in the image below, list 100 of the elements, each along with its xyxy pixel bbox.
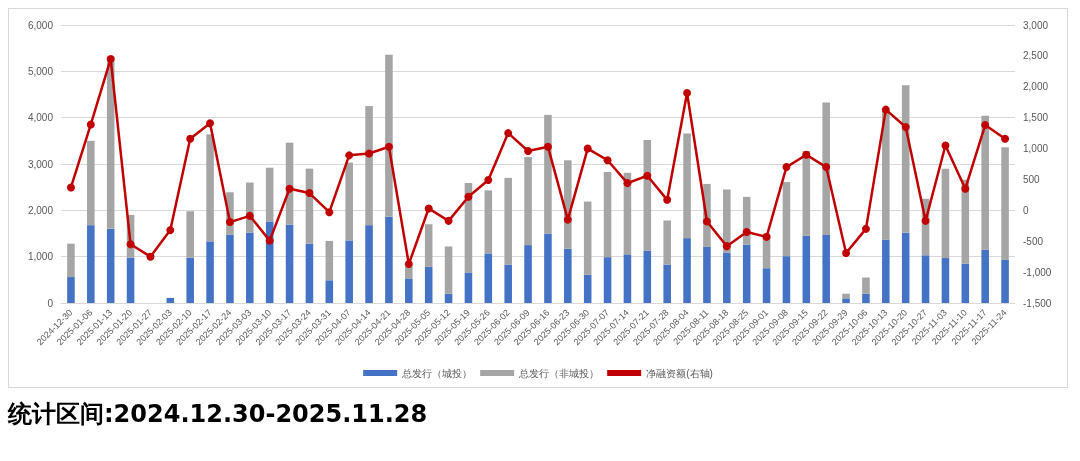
point xyxy=(504,129,513,138)
bar xyxy=(186,257,194,303)
bar xyxy=(166,297,175,303)
point xyxy=(623,179,632,188)
bar xyxy=(623,254,632,303)
point xyxy=(901,122,910,131)
bar xyxy=(365,106,373,226)
bar xyxy=(524,157,532,246)
legend-label: 总发行（城投） xyxy=(401,367,473,379)
bar xyxy=(305,243,314,303)
point xyxy=(822,163,831,172)
point xyxy=(782,163,791,172)
y-tick-label: 1,000 xyxy=(27,251,54,263)
bar xyxy=(385,54,393,217)
bar xyxy=(882,110,890,240)
bar xyxy=(603,257,612,303)
bar xyxy=(564,248,572,303)
point xyxy=(842,248,851,257)
y2-tick-label: 1,000 xyxy=(1023,143,1049,155)
y2-tick-label: -500 xyxy=(1023,235,1044,247)
bar xyxy=(643,250,652,303)
bar xyxy=(901,85,910,233)
point xyxy=(1001,134,1010,143)
bar xyxy=(941,258,950,303)
bar xyxy=(325,280,334,303)
bar xyxy=(544,233,552,303)
point xyxy=(921,216,930,225)
bar xyxy=(524,245,532,303)
bar xyxy=(663,220,671,265)
point xyxy=(484,176,493,185)
bar xyxy=(921,255,930,303)
point xyxy=(643,171,652,180)
y2-tick-label: 3,000 xyxy=(1023,19,1049,31)
bar xyxy=(583,274,592,303)
bar xyxy=(822,102,830,235)
bar xyxy=(504,177,512,265)
bar xyxy=(762,268,771,303)
point xyxy=(524,147,533,156)
bar xyxy=(405,278,413,303)
bar xyxy=(206,134,214,242)
point xyxy=(384,142,393,151)
bar xyxy=(862,293,870,303)
legend-label: 净融资额(右轴) xyxy=(646,367,713,379)
point xyxy=(444,216,453,225)
bar xyxy=(345,162,353,241)
y2-tick-label: 1,500 xyxy=(1023,112,1049,124)
point xyxy=(365,149,374,158)
bar xyxy=(265,167,274,222)
bar xyxy=(484,253,493,303)
bar xyxy=(862,277,870,294)
bar xyxy=(424,224,433,267)
bar xyxy=(802,235,811,303)
point xyxy=(762,232,771,241)
point xyxy=(206,119,215,128)
bar xyxy=(603,171,612,258)
bar xyxy=(583,201,592,275)
bar xyxy=(901,232,910,303)
bar xyxy=(782,182,791,257)
point xyxy=(404,260,413,269)
point xyxy=(126,240,135,249)
bar xyxy=(106,228,115,303)
point xyxy=(603,156,612,165)
y2-tick-label: 500 xyxy=(1023,173,1041,185)
bar xyxy=(882,239,890,303)
y2-tick-label: 0 xyxy=(1023,204,1029,216)
bar xyxy=(325,240,334,281)
bar xyxy=(385,216,393,303)
point xyxy=(305,189,314,198)
bar xyxy=(365,225,373,303)
bar xyxy=(842,293,850,299)
point xyxy=(225,218,234,227)
bar xyxy=(742,244,751,303)
y2-tick-label: 2,000 xyxy=(1023,81,1049,93)
point xyxy=(166,226,175,235)
point xyxy=(583,144,592,153)
bar xyxy=(981,115,989,250)
bar xyxy=(1001,259,1009,303)
y-tick-label: 5,000 xyxy=(27,65,54,77)
point xyxy=(66,183,75,192)
point xyxy=(961,184,970,193)
bar xyxy=(226,234,234,303)
bar xyxy=(723,252,731,303)
bar xyxy=(126,257,135,303)
text: 统计区间:2024.12.30-2025.11.28 xyxy=(8,399,429,430)
bar xyxy=(683,238,691,303)
point xyxy=(146,252,155,261)
bar xyxy=(246,232,254,303)
point xyxy=(325,208,334,217)
bar xyxy=(67,277,75,303)
bar xyxy=(643,139,652,251)
y-tick-label: 6,000 xyxy=(27,19,54,31)
bar xyxy=(87,225,95,303)
y2-tick-label: -1,500 xyxy=(1023,297,1052,309)
bar xyxy=(782,256,791,303)
point xyxy=(543,142,552,151)
point xyxy=(802,150,811,159)
bar xyxy=(683,133,691,239)
point xyxy=(424,204,433,213)
point xyxy=(663,195,672,204)
y2-tick-label: -1,000 xyxy=(1023,266,1052,278)
